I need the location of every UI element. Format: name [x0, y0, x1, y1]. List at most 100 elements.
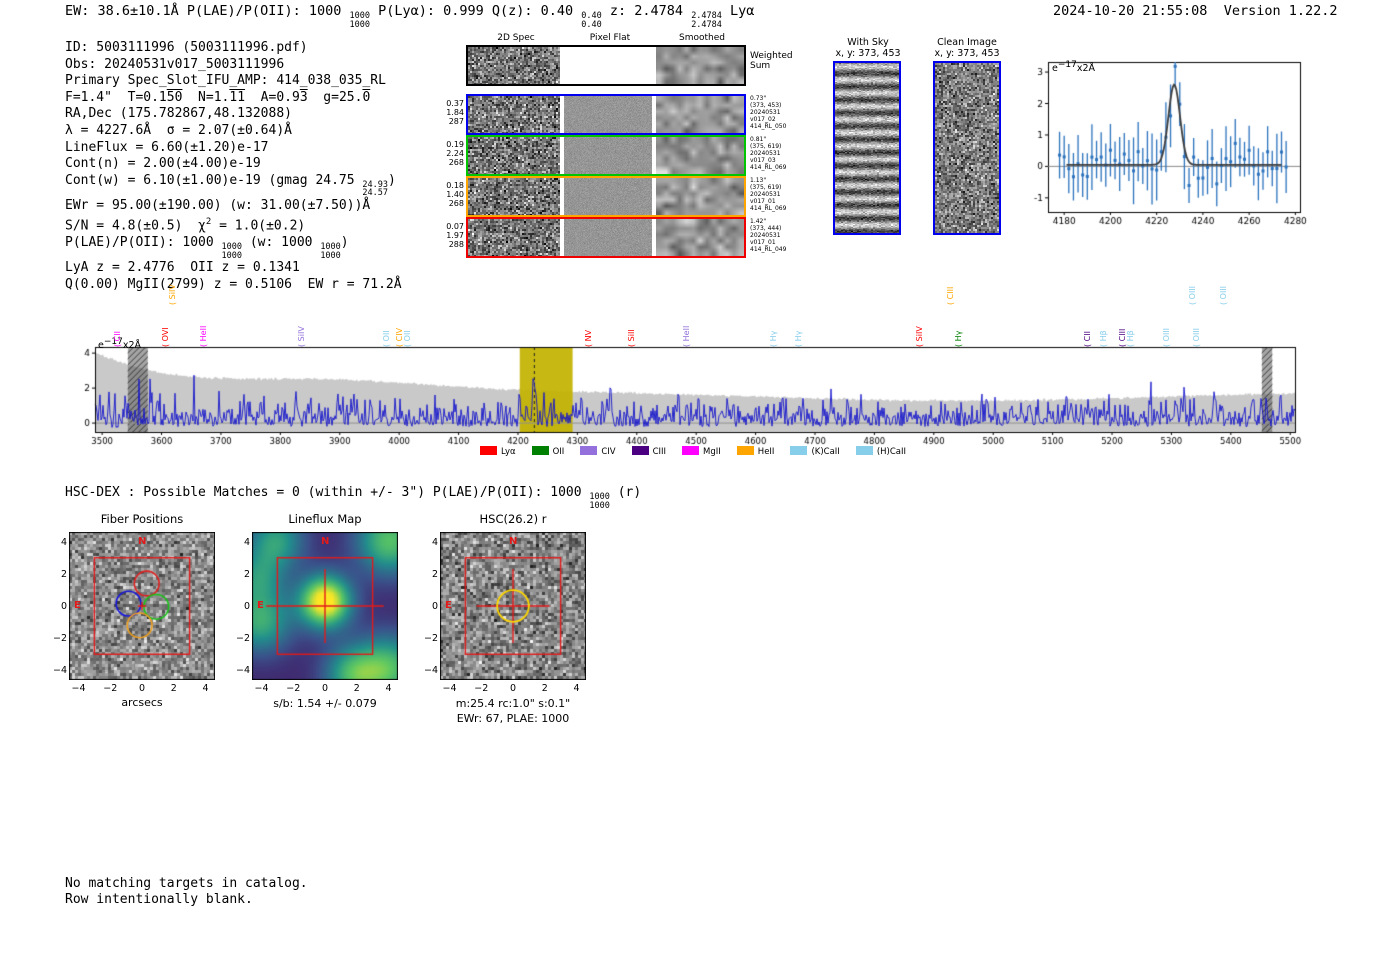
- emission-line-label: ( Hγ: [954, 330, 964, 347]
- emission-line-label: ( Hγ: [793, 330, 803, 347]
- y-tick-label: 2: [243, 568, 250, 580]
- x-tick-label: 4: [385, 683, 392, 694]
- emission-line-label: ( HeII: [199, 325, 209, 347]
- lineflux-caption: s/b: 1.54 +/- 0.079: [273, 697, 377, 710]
- footer-line-2: Row intentionally blank.: [65, 892, 253, 907]
- 2d-spec-image: [468, 137, 560, 174]
- x-tick-label: −4: [442, 683, 457, 694]
- emission-line-label: ( Hβ: [1126, 330, 1136, 347]
- x-tick-label: 4: [573, 683, 580, 694]
- smoothed-image: [656, 96, 744, 133]
- x-tick-label: 4: [202, 683, 209, 694]
- fiber-positions-cutout: −4 −4 −2 −2 0 0 2 2 4 4 N E: [53, 532, 215, 694]
- x-tick-label: −4: [254, 683, 269, 694]
- footer-line-1: No matching targets in catalog.: [65, 876, 308, 891]
- emission-line-label: ( OIII: [1219, 285, 1229, 305]
- emission-line-label: ( CII: [113, 331, 122, 347]
- info-line: Primary Spec_Slot_IFU_AMP: 414_038_035_R…: [65, 73, 386, 89]
- y-tick-label: 0: [243, 601, 250, 612]
- x-tick-label: 0: [509, 683, 517, 694]
- emission-line-label: ( OVI: [160, 327, 170, 347]
- row-left-labels: 0.19 2.24 268: [446, 140, 464, 167]
- emission-line-label: ( OIII: [1191, 327, 1201, 347]
- y-tick-label: 2: [431, 568, 438, 580]
- legend-swatch: [631, 446, 649, 455]
- legend-item: (H)CaII: [855, 446, 906, 457]
- 2d-spec-row: [466, 176, 746, 217]
- x-tick-label: −2: [103, 683, 118, 694]
- y-tick-label: 0: [60, 601, 67, 612]
- emission-line-label: ( SiIV: [168, 284, 178, 305]
- emission-line-label: ( OIII: [1161, 327, 1171, 347]
- compass-e: E: [445, 600, 452, 611]
- clean-image-title: Clean Image x, y: 373, 453: [934, 37, 1000, 59]
- fiber-xlabel: arcsecs: [121, 696, 163, 709]
- lineflux-map-image: [252, 532, 398, 680]
- hsc-title: HSC(26.2) r: [479, 512, 547, 526]
- x-tick-label: 2: [541, 683, 548, 694]
- y-tick-label: 4: [243, 536, 250, 548]
- with-sky-title: With Sky x, y: 373, 453: [835, 37, 901, 59]
- smoothed-image: [656, 47, 744, 84]
- y-tick-label: −4: [423, 665, 438, 677]
- col-header-pixel-flat: Pixel Flat: [589, 33, 631, 43]
- emission-line-label: ( OIII: [1188, 285, 1198, 305]
- y-tick-label: 0: [431, 601, 438, 612]
- pixel-flat-image: [564, 47, 652, 84]
- 2d-spec-row: [466, 135, 746, 176]
- legend-swatch: [682, 446, 700, 455]
- info-line: Cont(w) = 6.10(±1.00)e-19 (gmag 24.75 24…: [65, 172, 396, 199]
- legend-item: (K)CaII: [790, 446, 840, 457]
- info-line: Cont(n) = 2.00(±4.00)e-19: [65, 156, 261, 172]
- legend-item: CIII: [631, 446, 666, 457]
- row-right-annotations: 0.81" (375, 619) 20240531 v017_03 414_RL_069: [750, 136, 787, 171]
- main-units-label: e−17x2Å: [98, 337, 142, 352]
- hsc-r-image: [440, 532, 586, 680]
- hsc-dex-line: HSC-DEX : Possible Matches = 0 (within +…: [65, 485, 642, 511]
- row-left-labels: 0.18 1.40 268: [446, 181, 464, 208]
- row-right-annotations: 0.73" (373, 453) 20240531 v017_02 414_RL_050: [750, 95, 787, 130]
- hsc-caption-1: m:25.4 rc:1.0" s:0.1": [455, 697, 571, 710]
- x-tick-label: −2: [286, 683, 301, 694]
- emission-line-label: ( NV: [583, 329, 593, 347]
- compass-e: E: [257, 600, 264, 611]
- 2d-spec-row: [466, 45, 746, 86]
- x-tick-label: 0: [321, 683, 329, 694]
- legend-swatch: [790, 446, 808, 455]
- emission-line-label: ( CIII: [945, 286, 955, 305]
- emission-line-label: ( OII: [381, 330, 391, 347]
- compass-n: N: [138, 536, 147, 547]
- pixel-flat-image: [564, 178, 652, 215]
- y-tick-label: −2: [52, 633, 67, 645]
- info-line: ID: 5003111996 (5003111996.pdf): [65, 40, 308, 55]
- inset-units-label: e−17x2Å: [1052, 60, 1096, 75]
- spectrum-legend: Lyα OII CIV CIII MgII HeII (K)CaII (H)CaII: [480, 446, 906, 457]
- pixel-flat-image: [564, 96, 652, 133]
- x-tick-label: 2: [353, 683, 360, 694]
- 2d-spec-image: [468, 47, 560, 84]
- smoothed-image: [656, 137, 744, 174]
- 2d-spec-image: [468, 178, 560, 215]
- legend-swatch: [580, 446, 598, 455]
- compass-n: N: [509, 536, 518, 547]
- with-sky-image: [833, 61, 901, 235]
- legend-item: OII: [531, 446, 564, 457]
- col-header-smoothed: Smoothed: [679, 33, 725, 43]
- lineflux-map-cutout: −4 −4 −2 −2 0 0 2 2 4 4 N E: [236, 532, 398, 694]
- info-line: LyA z = 2.4776 OII z = 0.1341: [65, 260, 300, 276]
- x-tick-label: 0: [138, 683, 146, 694]
- y-tick-label: −2: [235, 633, 250, 645]
- fiber-positions-title: Fiber Positions: [100, 512, 184, 526]
- header-timestamp-version: 2024-10-20 21:55:08 Version 1.22.2: [1053, 3, 1338, 19]
- emission-line-label: ( HeII: [682, 325, 692, 347]
- x-tick-label: −2: [474, 683, 489, 694]
- compass-n: N: [321, 536, 330, 547]
- zoom-line-fit-chart: [1028, 52, 1320, 228]
- legend-item: CIV: [580, 446, 616, 457]
- row-right-annotations: 1.13" (375, 619) 20240531 v017_01 414_RL_069: [750, 177, 787, 212]
- info-line: P(LAE)/P(OII): 1000 1000 1000 (w: 1000 10…: [65, 235, 349, 261]
- legend-swatch: [855, 446, 873, 455]
- legend-item: Lyα: [480, 446, 516, 457]
- pixel-flat-image: [564, 219, 652, 256]
- 2d-spec-image: [468, 96, 560, 133]
